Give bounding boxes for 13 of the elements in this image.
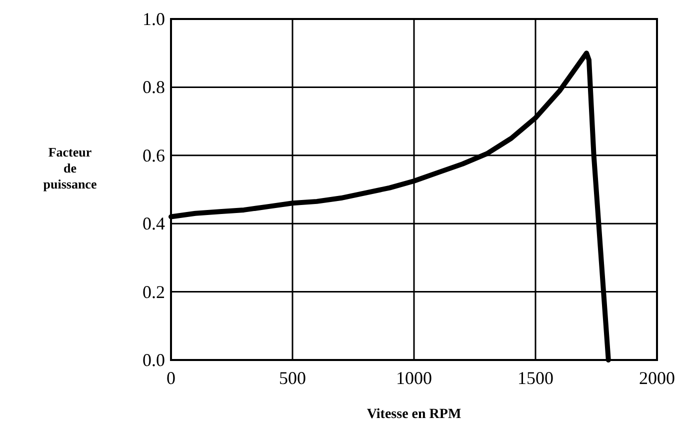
y-axis-title: Facteur de puissance xyxy=(43,144,97,192)
x-axis-title: Vitesse en RPM xyxy=(366,407,462,422)
y-tick-label: 0.8 xyxy=(142,77,165,98)
x-tick-label: 1500 xyxy=(518,368,554,388)
x-tick-label: 1000 xyxy=(396,368,432,388)
x-tick-label: 0 xyxy=(166,368,176,388)
x-tick-label: 500 xyxy=(279,368,306,388)
y-tick-label: 0.0 xyxy=(142,350,165,370)
x-tick-label: 2000 xyxy=(639,368,675,388)
y-tick-label: 0.2 xyxy=(142,282,165,302)
y-tick-label: 0.4 xyxy=(142,214,165,234)
y-tick-label: 1.0 xyxy=(142,9,165,29)
y-tick-label: 0.6 xyxy=(142,145,165,166)
